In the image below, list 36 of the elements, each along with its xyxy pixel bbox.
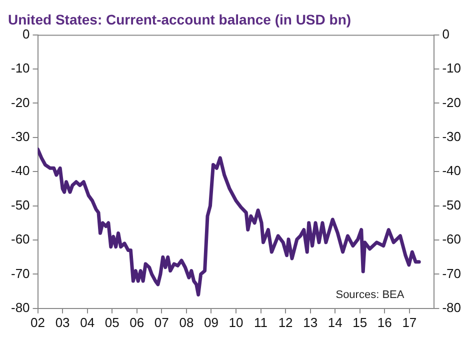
x-tick-label: 09 [204,314,218,330]
x-tick-label: 05 [104,314,120,330]
y-tick-label: -60 [10,232,30,247]
x-tick-label: 12 [278,314,293,330]
y-tick-label: -40 [10,163,30,178]
x-tick-label: 03 [55,314,70,330]
x-tick-label: 08 [179,314,194,330]
x-tick-label: 17 [402,314,417,330]
y2-tick-label: -30 [442,128,462,144]
y2-tick-label: -40 [442,163,462,178]
y2-tick-label: -60 [442,232,462,247]
y-tick-label: -30 [10,128,30,144]
y-tick-label: 0 [22,26,30,42]
y2-tick-label: -80 [442,300,462,315]
y-tick-label: -80 [10,300,30,315]
y2-tick-label: 0 [442,26,450,42]
y2-tick-label: -20 [442,94,462,110]
chart-title: United States: Current-account balance (in USD bn) [8,11,352,28]
y-tick-label: -70 [10,266,30,281]
x-tick-label: 07 [154,314,169,330]
y2-tick-label: -50 [442,197,462,212]
x-tick-label: 16 [377,314,392,330]
x-tick-label: 04 [80,314,95,330]
x-tick-label: 11 [254,314,268,330]
x-tick-label: 06 [130,314,144,330]
annotation: Sources: BEA [336,288,405,301]
x-tick-label: 10 [228,314,244,330]
x-tick-label: 13 [303,314,318,330]
x-tick-label: 15 [352,314,368,330]
x-tick-label: 02 [30,314,46,330]
y-tick-label: -20 [10,94,30,110]
y2-tick-label: -10 [442,60,462,76]
y-tick-label: -10 [10,60,30,76]
x-tick-label: 14 [328,314,342,330]
y-tick-label: -50 [10,197,30,212]
y2-tick-label: -70 [442,266,462,281]
